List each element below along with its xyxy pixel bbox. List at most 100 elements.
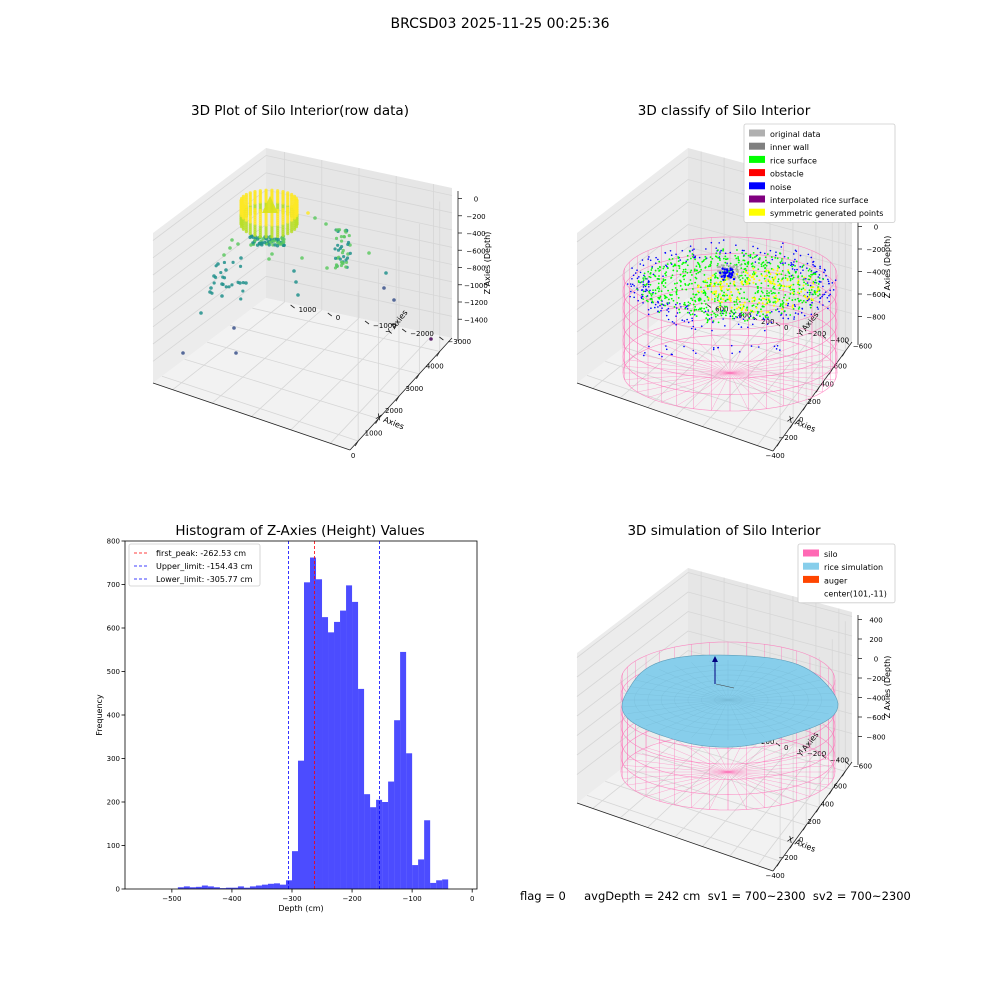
- classify-data-point: [735, 257, 738, 260]
- raw-data-point: [300, 256, 304, 260]
- classify-data-point: [733, 303, 736, 306]
- classify-point-cloud: [622, 236, 838, 412]
- raw-y-tick-label: 0: [336, 314, 340, 322]
- classify-data-point: [829, 293, 831, 296]
- classify-data-point: [802, 300, 805, 302]
- classify-data-point: [669, 250, 672, 252]
- classify-data-point: [631, 283, 634, 286]
- classify-data-point: [720, 314, 723, 317]
- classify-data-point: [719, 312, 722, 315]
- classify-data-point: [661, 307, 663, 309]
- classify-data-point: [734, 254, 737, 257]
- classify-data-point: [787, 317, 790, 320]
- raw-data-point: [239, 256, 243, 260]
- classify-data-point: [758, 298, 761, 300]
- classify-data-point: [713, 312, 716, 315]
- raw-point-cloud: [181, 188, 433, 355]
- classify-data-point: [686, 308, 689, 310]
- classify-data-point: [670, 254, 673, 257]
- classify-data-point: [641, 259, 644, 261]
- classify-data-point: [651, 293, 654, 295]
- classify-silo-spoke: [624, 366, 731, 374]
- classify-data-point: [650, 294, 653, 297]
- classify-data-point: [717, 263, 719, 265]
- raw-data-point: [344, 260, 349, 264]
- classify-data-point: [642, 279, 645, 281]
- raw-y-tick: [327, 312, 333, 317]
- classify-data-point: [758, 262, 760, 264]
- raw-data-point: [286, 206, 290, 210]
- classify-data-point: [645, 288, 647, 291]
- raw-data-point: [248, 206, 252, 210]
- classify-data-point: [680, 306, 682, 308]
- classify-data-point: [664, 297, 666, 300]
- raw-data-point: [241, 194, 246, 198]
- raw-y-tick-label: −1000: [373, 322, 397, 330]
- classify-data-point: [703, 307, 706, 310]
- raw-x-tick: [354, 440, 359, 447]
- raw-data-point: [346, 242, 350, 247]
- classify-data-point: [669, 262, 672, 264]
- classify-data-point: [652, 291, 654, 294]
- classify-data-point: [671, 320, 674, 323]
- classify-data-point: [691, 317, 693, 320]
- classify-data-point: [691, 282, 693, 285]
- classify-data-point: [691, 274, 693, 276]
- classify-data-point: [695, 293, 698, 296]
- classify-z-tick-label: −400: [866, 269, 885, 277]
- classify-data-point: [665, 271, 668, 274]
- classify-data-point: [666, 265, 668, 268]
- raw-data-point: [348, 251, 352, 255]
- classify-data-point: [642, 264, 645, 267]
- classify-data-point: [692, 255, 694, 258]
- classify-data-point: [793, 316, 796, 318]
- raw-z-tick-label: 0: [474, 196, 478, 204]
- classify-data-point: [817, 308, 819, 310]
- classify-data-point: [684, 268, 687, 271]
- classify-data-point: [766, 292, 768, 295]
- classify-data-point: [710, 316, 713, 319]
- classify-data-point: [676, 312, 679, 314]
- classify-data-point: [665, 264, 667, 267]
- raw-x-tick: [416, 373, 420, 380]
- classify-data-point: [658, 278, 661, 280]
- classify-data-point: [748, 317, 751, 320]
- classify-data-point: [714, 297, 716, 300]
- classify-data-point: [650, 307, 652, 309]
- classify-data-point: [675, 315, 677, 317]
- classify-silo-spoke: [729, 353, 823, 374]
- classify-data-point: [809, 284, 812, 287]
- classify-data-point: [740, 326, 743, 328]
- simulation-x-tick-label: −400: [765, 872, 784, 880]
- classify-data-point: [646, 283, 648, 285]
- classify-silo-spoke: [629, 372, 731, 387]
- raw-data-point: [339, 235, 343, 239]
- classify-data-point: [735, 299, 738, 301]
- classify-data-point: [816, 306, 819, 309]
- classify-data-point: [741, 277, 744, 280]
- classify-left-pane: [577, 148, 688, 383]
- classify-data-point: [668, 258, 671, 261]
- classify-data-point: [759, 251, 762, 254]
- classify-data-point: [793, 268, 796, 271]
- classify-data-point: [722, 312, 725, 315]
- classify-data-point: [808, 275, 810, 277]
- classify-data-point: [658, 275, 660, 277]
- classify-data-point: [706, 281, 708, 284]
- raw-data-point: [342, 235, 346, 239]
- classify-data-point: [807, 253, 810, 256]
- classify-data-point: [808, 291, 811, 294]
- classify-data-point: [719, 304, 722, 307]
- classify-data-point: [667, 289, 670, 292]
- classify-data-point: [810, 288, 813, 291]
- classify-data-point: [777, 280, 779, 283]
- classify-data-point: [681, 319, 684, 321]
- classify-data-point: [819, 265, 821, 268]
- raw-data-point: [382, 286, 386, 290]
- classify-y-tick-label: 200: [761, 318, 774, 326]
- classify-data-point: [771, 258, 774, 261]
- classify-data-point: [781, 305, 784, 308]
- raw-data-point: [295, 199, 299, 203]
- classify-data-point: [794, 305, 796, 308]
